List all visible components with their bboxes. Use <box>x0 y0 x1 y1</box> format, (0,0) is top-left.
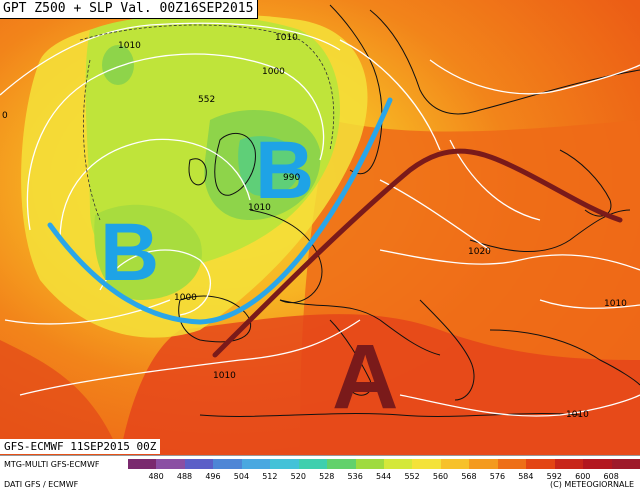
legend-swatch <box>355 459 385 469</box>
legend-swatch <box>440 459 470 469</box>
legend-tick-label: 608 <box>603 472 619 481</box>
isobar-label: 552 <box>198 95 215 105</box>
legend-tick-label: 552 <box>404 472 420 481</box>
isobar-label: 1010 <box>118 41 141 51</box>
legend-swatch <box>554 459 584 469</box>
isobar-label: 1010 <box>213 371 236 381</box>
legend-swatch <box>384 459 413 469</box>
legend-tick-label: 496 <box>205 472 221 481</box>
legend-tick-label: 600 <box>575 472 591 481</box>
legend-tick-label: 488 <box>176 472 193 481</box>
trough-line <box>47 97 393 325</box>
legend-swatch <box>270 459 300 469</box>
legend-tick-label: 576 <box>489 472 506 481</box>
legend-swatch <box>327 459 357 469</box>
legend-tick-label: 568 <box>461 472 477 481</box>
isobar-label: 0 <box>2 111 8 121</box>
isobar-label: 990 <box>283 173 300 183</box>
legend-swatch <box>583 459 613 469</box>
low-pressure-symbol-north: B <box>255 125 314 216</box>
isobar-label: 1020 <box>468 247 491 257</box>
legend-swatch <box>497 459 527 469</box>
low-region-center <box>238 136 300 197</box>
legend-tick-label: 504 <box>233 472 250 481</box>
legend-swatch <box>128 459 157 469</box>
map-title: GPT Z500 + SLP Val. 00Z16SEP2015 <box>0 0 259 19</box>
legend-swatch <box>156 459 186 469</box>
legend-swatch <box>298 459 328 469</box>
color-legend: MTG-MULTI GFS-ECMWF 480 488 496 504 512 520 52… <box>0 455 640 494</box>
legend-tick-label: 512 <box>262 472 278 481</box>
legend-swatch <box>213 459 243 469</box>
isobar-label: 1000 <box>174 293 197 303</box>
isobar-label: 1010 <box>248 203 271 213</box>
geopotential-lines <box>79 24 335 221</box>
isobar-label: 1010 <box>566 410 589 420</box>
coastlines <box>178 4 640 417</box>
isobar-label: 1010 <box>604 299 627 309</box>
legend-tick-label: 480 <box>148 472 164 481</box>
legend-swatch <box>469 459 499 469</box>
legend-tick-label: 536 <box>347 472 363 481</box>
run-label: GFS-ECMWF 11SEP2015 00Z <box>0 439 161 454</box>
legend-source-label: DATI GFS / ECMWF <box>4 480 79 489</box>
legend-swatch <box>526 459 556 469</box>
legend-tick-label: 544 <box>376 472 392 481</box>
legend-swatch <box>184 459 214 469</box>
legend-tick-label: 528 <box>319 472 335 481</box>
legend-tick-label: 592 <box>546 472 562 481</box>
legend-swatch <box>241 459 271 469</box>
legend-model-label: MTG-MULTI GFS-ECMWF <box>4 460 100 469</box>
legend-tick-label: 520 <box>290 472 306 481</box>
legend-swatch <box>412 459 442 469</box>
low-pressure-symbol-west: B <box>100 207 159 298</box>
legend-tick-label: 584 <box>518 472 534 481</box>
legend-swatch <box>611 459 640 469</box>
isobar-label: 1000 <box>262 67 285 77</box>
ridge-line <box>212 148 623 358</box>
warm-zone-southwest <box>0 340 120 455</box>
legend-copyright-label: (C) METEOGIORNALE <box>550 480 634 489</box>
isobar-label: 1010 <box>275 33 298 43</box>
low-spot-small <box>102 45 134 85</box>
high-pressure-symbol: A <box>332 326 398 428</box>
legend-tick-label: 560 <box>432 472 449 481</box>
warm-zone-south <box>120 314 640 455</box>
